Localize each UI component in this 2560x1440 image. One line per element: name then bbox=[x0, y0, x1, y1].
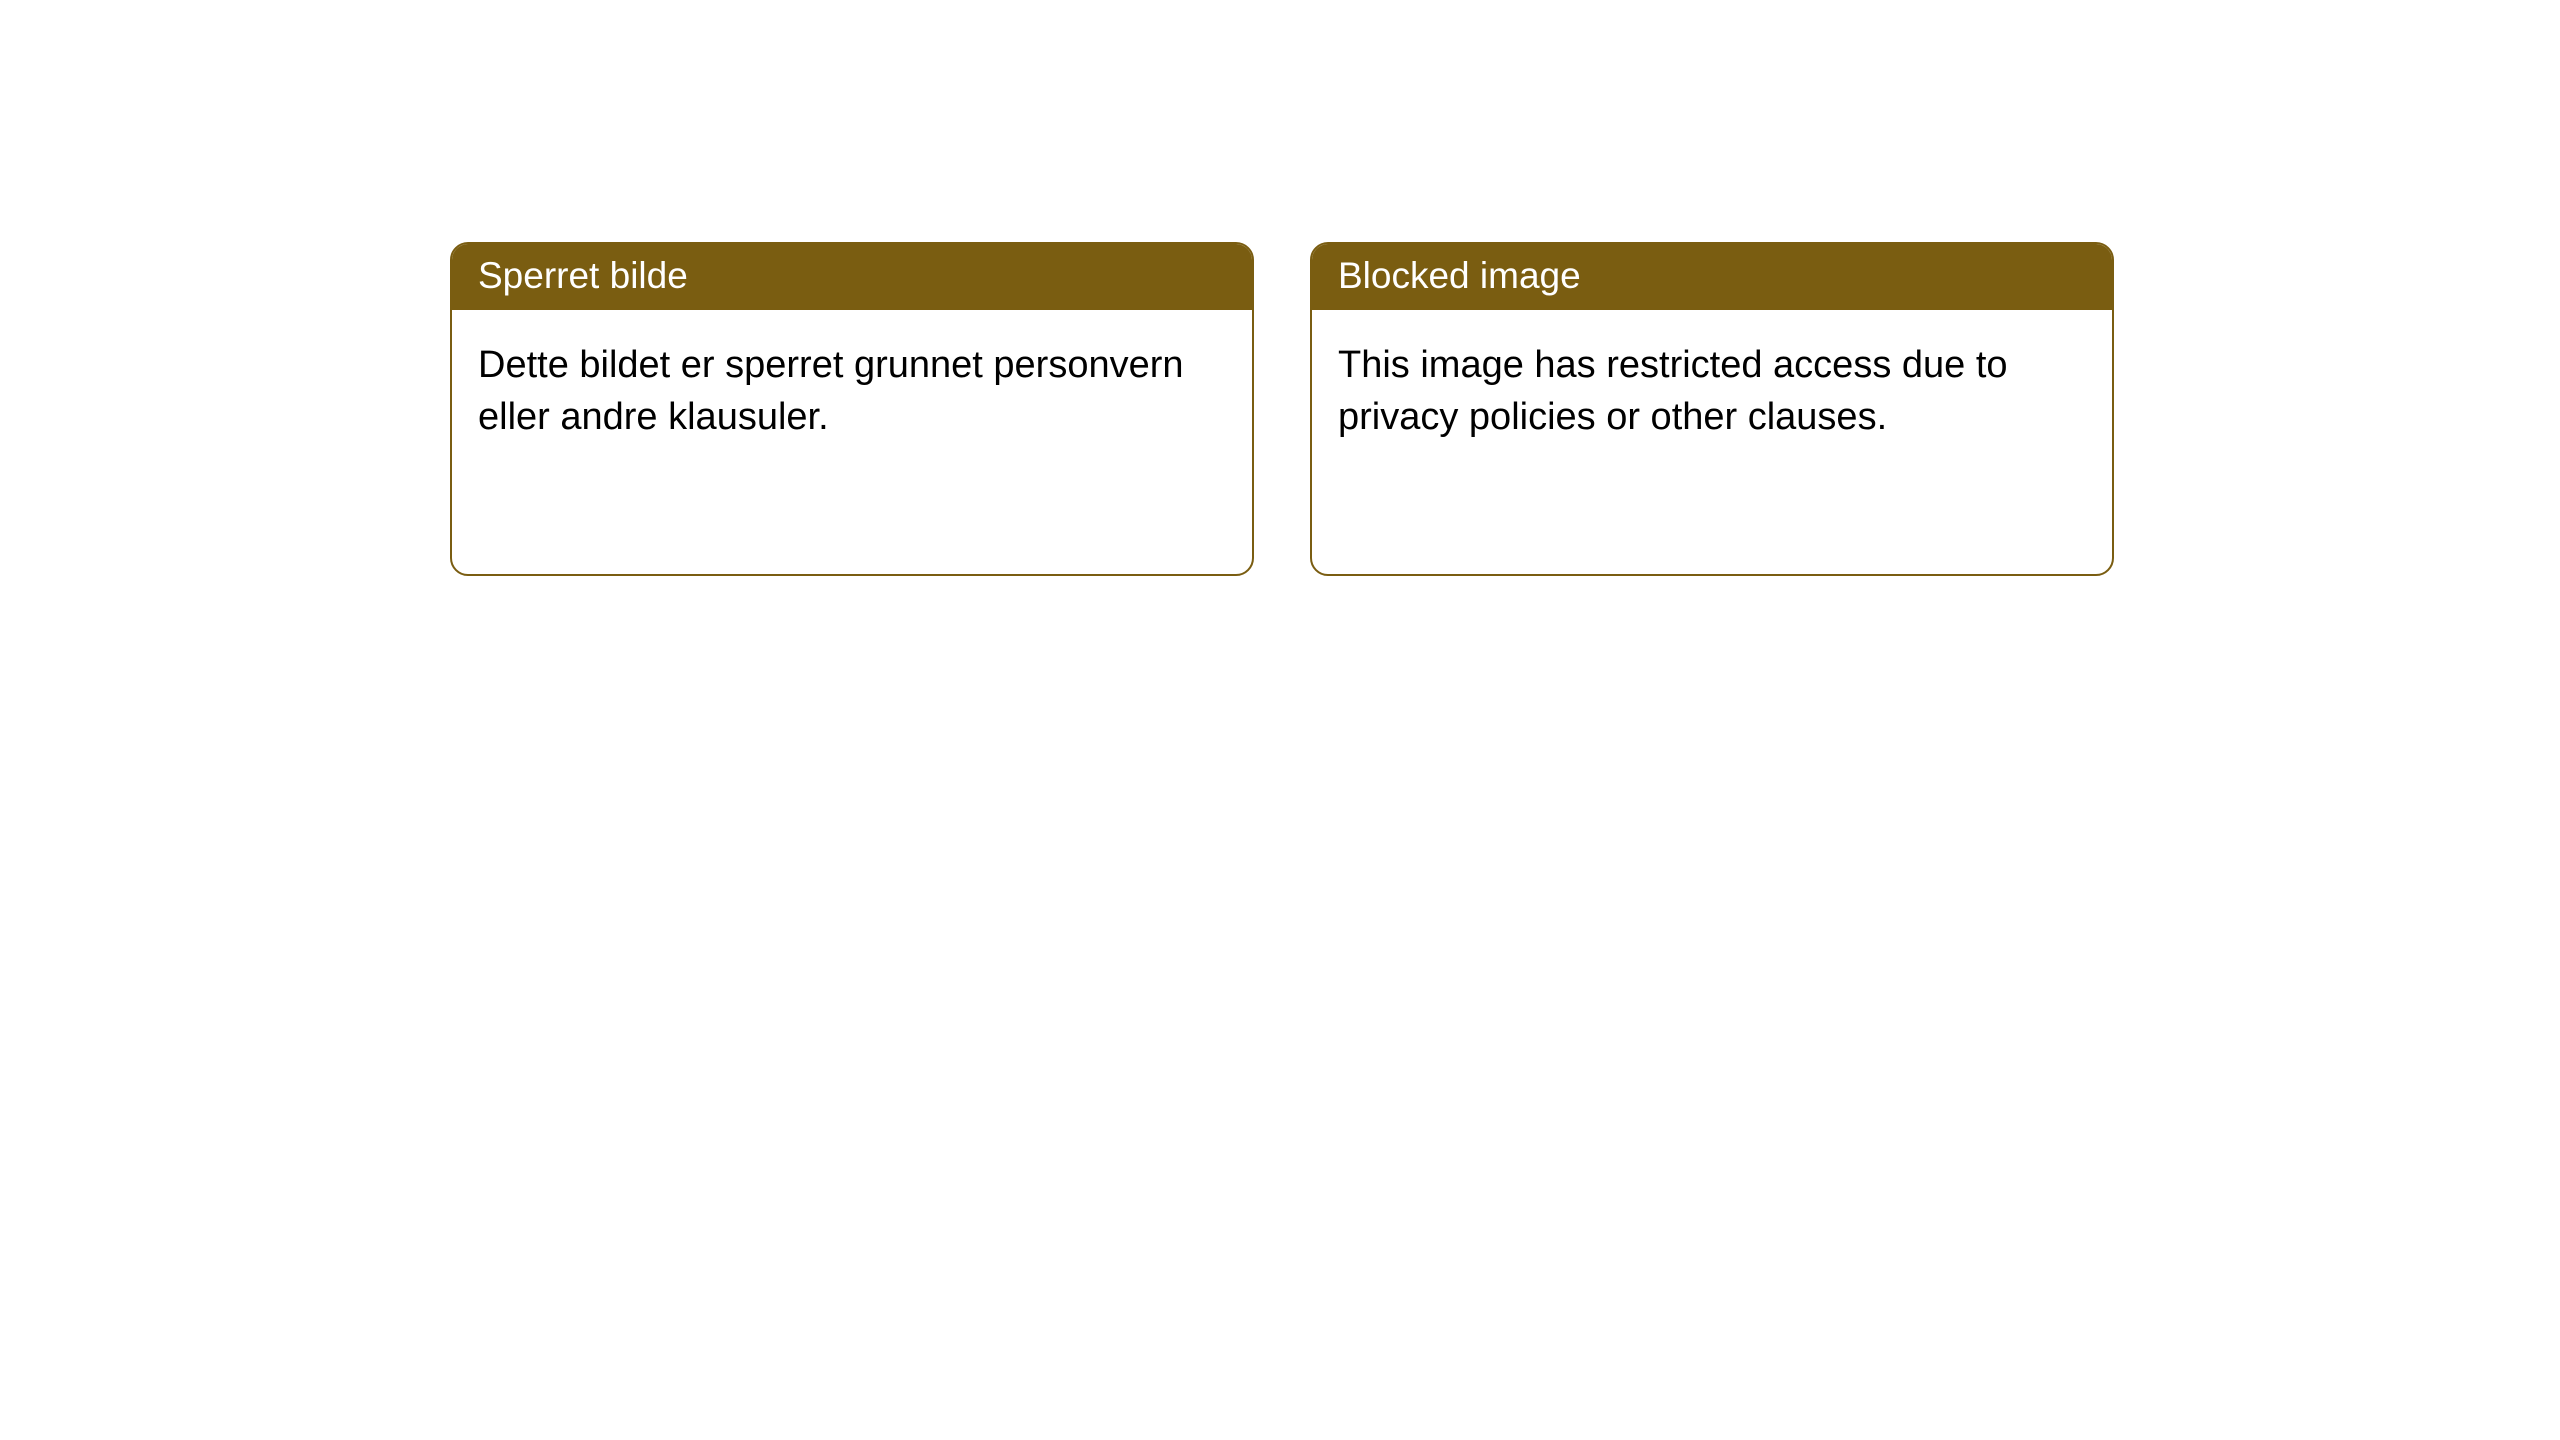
card-header: Blocked image bbox=[1312, 244, 2112, 310]
notice-card-english: Blocked image This image has restricted … bbox=[1310, 242, 2114, 576]
card-header: Sperret bilde bbox=[452, 244, 1252, 310]
card-body-text: Dette bildet er sperret grunnet personve… bbox=[478, 344, 1184, 437]
card-title: Sperret bilde bbox=[478, 255, 688, 296]
card-body-text: This image has restricted access due to … bbox=[1338, 344, 2008, 437]
notice-card-norwegian: Sperret bilde Dette bildet er sperret gr… bbox=[450, 242, 1254, 576]
notice-container: Sperret bilde Dette bildet er sperret gr… bbox=[0, 0, 2560, 576]
card-body: This image has restricted access due to … bbox=[1312, 310, 2112, 473]
card-body: Dette bildet er sperret grunnet personve… bbox=[452, 310, 1252, 473]
card-title: Blocked image bbox=[1338, 255, 1581, 296]
